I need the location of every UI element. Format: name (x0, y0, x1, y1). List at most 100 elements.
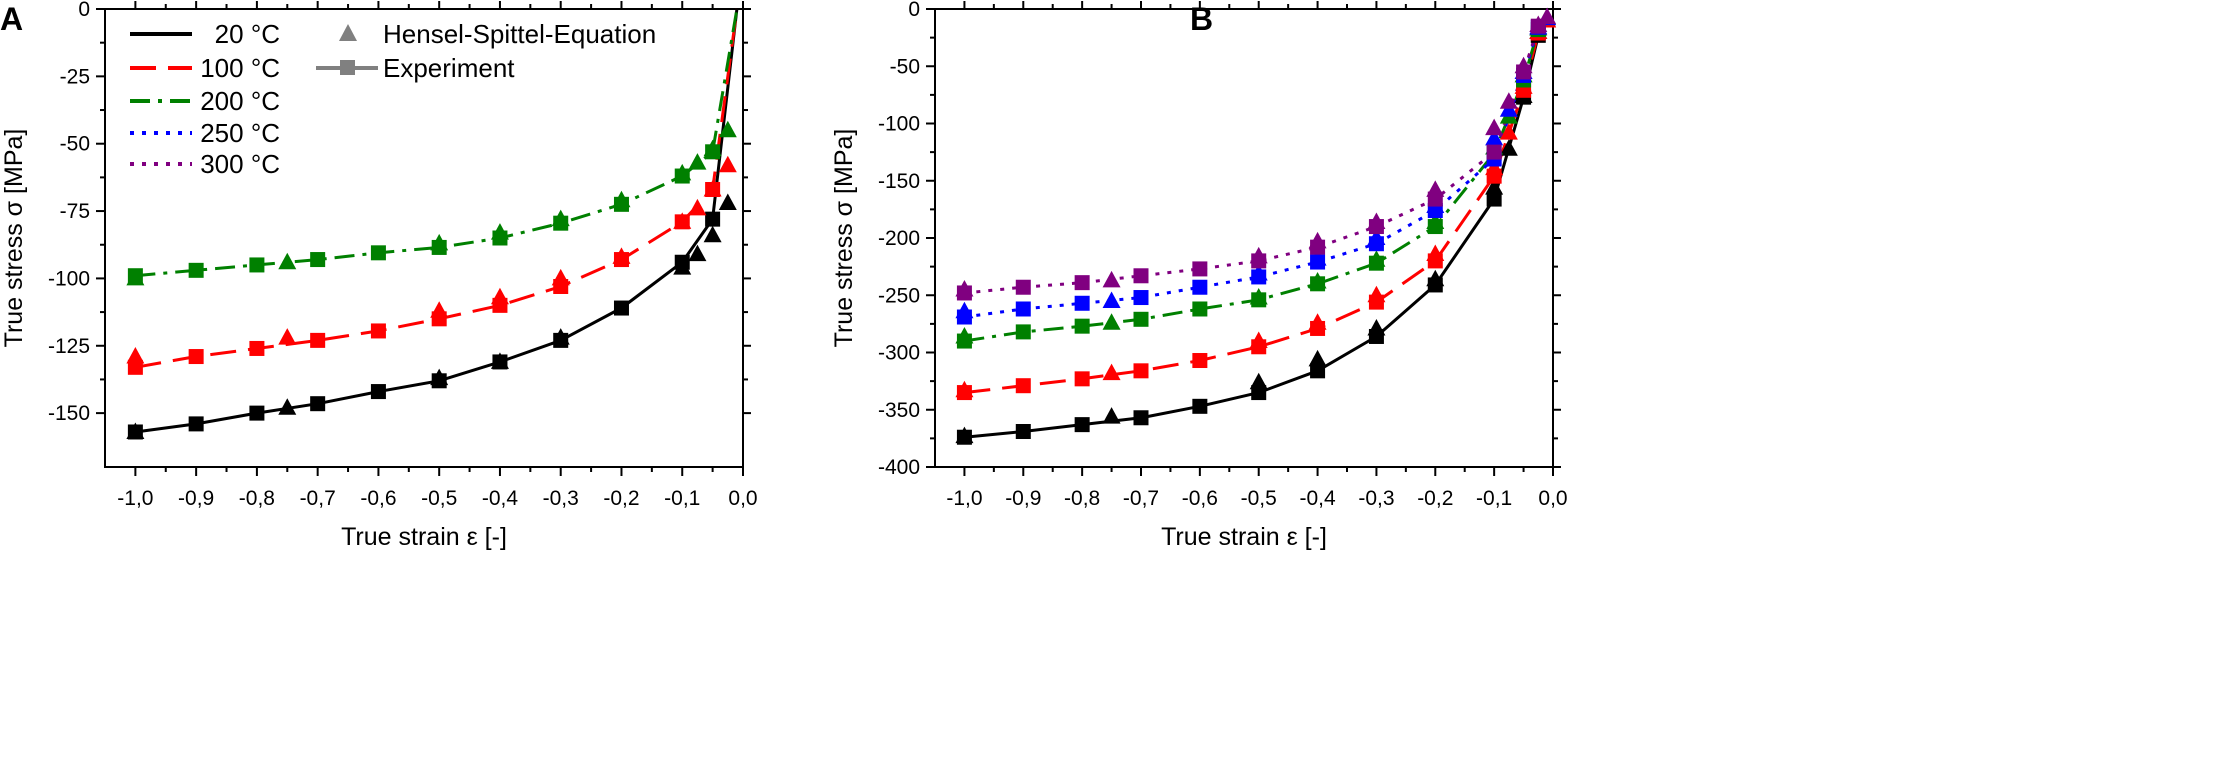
experiment-point-200c (188, 262, 204, 278)
model-point-20c (1308, 349, 1327, 367)
experiment-point-200c (1015, 324, 1031, 340)
model-point-300c (1367, 212, 1386, 229)
x-tick-label: -1,0 (117, 487, 153, 510)
y-tick-label: -250 (878, 284, 920, 307)
model-point-200c (278, 252, 297, 270)
y-tick-label: -300 (878, 342, 920, 365)
experiment-point-200c (1133, 311, 1149, 327)
model-point-20c (1367, 318, 1386, 336)
legend-label-300c: 300 °C (200, 149, 280, 179)
y-axis-title: True stress σ [MPa] (830, 129, 858, 348)
x-tick-label: 0,0 (728, 487, 757, 510)
model-point-300c (1249, 246, 1268, 264)
experiment-point-250c (1074, 295, 1090, 311)
model-point-100c (1367, 285, 1386, 303)
model-point-200c (1249, 288, 1268, 305)
experiment-point-20c (1192, 398, 1208, 414)
model-point-100c (673, 212, 692, 229)
x-tick-label: -0,3 (1358, 487, 1394, 510)
x-tick-label: -0,6 (360, 487, 396, 510)
experiment-point-20c (188, 416, 204, 432)
model-point-300c (955, 280, 974, 297)
series-line-20c (964, 19, 1549, 439)
y-tick-label: -25 (60, 65, 90, 88)
model-point-200c (430, 233, 449, 251)
model-point-20c (430, 368, 449, 386)
experiment-point-20c (1486, 191, 1502, 207)
experiment-point-100c (310, 332, 326, 348)
y-tick-label: -200 (878, 227, 920, 250)
experiment-point-100c (370, 323, 386, 339)
model-point-20c (688, 244, 707, 262)
experiment-point-200c (1192, 301, 1208, 317)
experiment-point-20c (1133, 410, 1149, 426)
experiment-point-20c (1015, 424, 1031, 440)
y-tick-label: -350 (878, 399, 920, 422)
legend-square-icon (340, 60, 355, 75)
model-point-100c (955, 380, 974, 398)
model-point-100c (688, 198, 707, 216)
panel-a-chart: -1,0 -0,9 -0,8 -0,7 -0,6 -0,5 -0,4 -0,3 -0,2 -0,1… (0, 0, 758, 551)
model-point-300c (1426, 180, 1445, 197)
model-point-250c (955, 301, 974, 319)
model-point-100c (1249, 331, 1268, 349)
model-point-200c (1367, 250, 1386, 267)
model-point-100c (551, 268, 570, 286)
model-point-300c (1499, 92, 1518, 109)
model-point-100c (612, 247, 631, 264)
experiment-point-100c (1015, 378, 1031, 394)
experiment-point-20c (1310, 363, 1326, 379)
model-point-100c (278, 328, 297, 345)
model-point-20c (551, 328, 570, 345)
model-point-300c (1102, 270, 1121, 288)
x-tick-label: -0,1 (664, 487, 700, 510)
x-axis-title: True strain ε [-] (341, 523, 507, 551)
y-tick-label: -150 (48, 402, 90, 425)
experiment-point-250c (1133, 290, 1149, 306)
x-tick-label: -0,4 (482, 487, 519, 510)
experiment-point-20c (249, 405, 265, 421)
experiment-point-300c (1486, 144, 1502, 160)
model-point-100c (126, 347, 145, 364)
model-point-100c (1499, 123, 1518, 140)
model-point-20c (718, 193, 737, 210)
model-point-100c (703, 180, 722, 197)
x-tick-label: -0,6 (1182, 487, 1218, 510)
x-tick-label: -0,7 (1123, 487, 1159, 510)
experiment-point-200c (370, 245, 386, 261)
x-tick-label: 0,0 (1538, 487, 1567, 510)
model-point-200c (490, 223, 509, 240)
model-point-20c (703, 225, 722, 243)
x-tick-label: -0,8 (239, 487, 275, 510)
model-point-20c (1249, 372, 1268, 390)
x-tick-label: -0,2 (603, 487, 639, 510)
series-line-100c (964, 19, 1549, 395)
experiment-point-100c (1133, 363, 1149, 379)
model-point-100c (490, 287, 509, 305)
model-point-200c (1102, 313, 1121, 330)
model-point-200c (673, 163, 692, 181)
model-point-100c (1308, 313, 1327, 330)
y-tick-label: -75 (60, 200, 90, 223)
model-point-100c (1485, 158, 1504, 176)
model-point-20c (955, 426, 974, 444)
x-axis-title: True strain ε [-] (1161, 523, 1327, 551)
panel-b-chart: -1,0 -0,9 -0,8 -0,7 -0,6 -0,5 -0,4 -0,3 -0,2 -0,1… (830, 0, 1568, 551)
x-tick-label: -0,9 (1005, 487, 1041, 510)
experiment-point-100c (188, 349, 204, 365)
model-point-250c (1102, 291, 1121, 308)
model-point-200c (126, 268, 145, 286)
plot-frame (934, 8, 1554, 468)
experiment-point-250c (1015, 301, 1031, 317)
model-point-200c (1308, 272, 1327, 289)
y-tick-label: -100 (48, 267, 90, 290)
model-point-200c (703, 139, 722, 157)
legend-label-model: Hensel-Spittel-Equation (383, 19, 656, 49)
legend-triangle-icon (339, 24, 357, 41)
y-tick-label: -100 (878, 113, 920, 136)
x-tick-label: -0,5 (1241, 487, 1277, 510)
model-point-250c (1367, 228, 1386, 245)
y-tick-label: -400 (878, 456, 920, 479)
